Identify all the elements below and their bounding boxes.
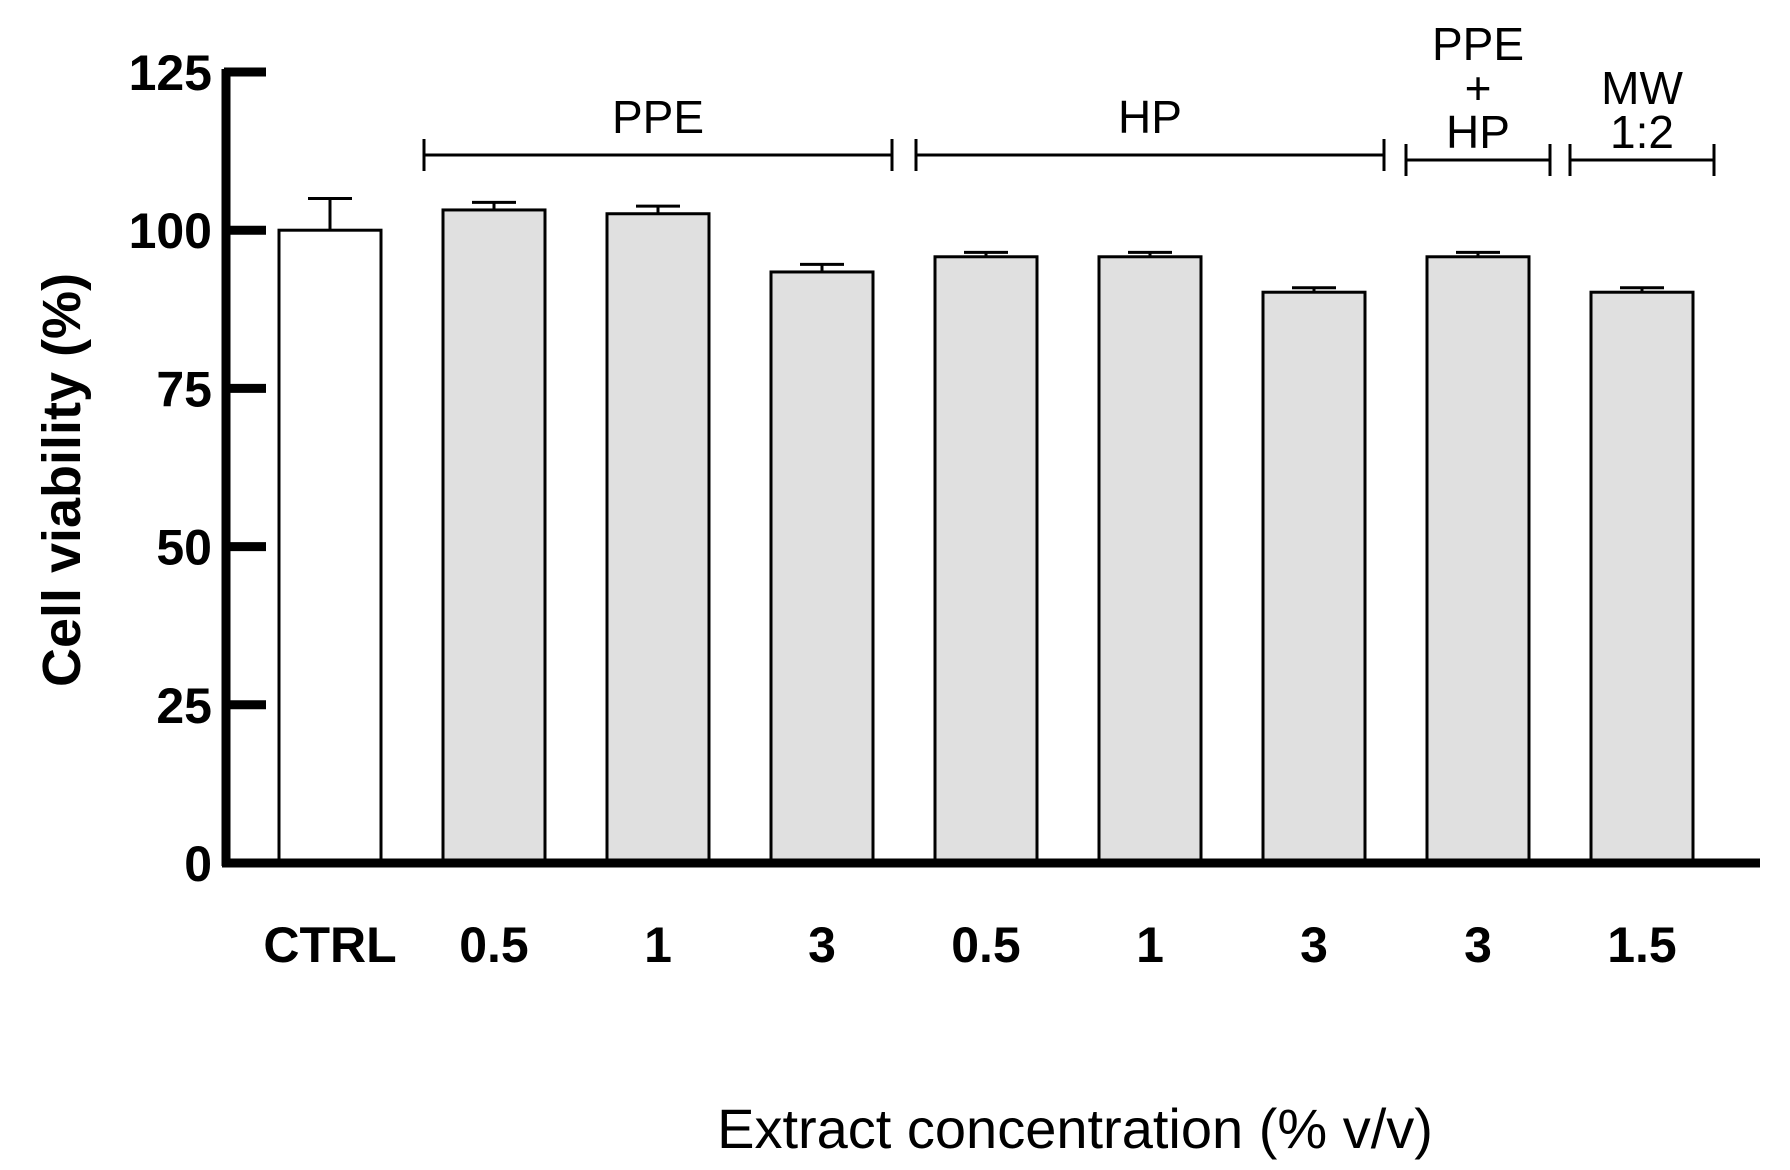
bar: [277, 228, 383, 865]
x-tick-label: 0.5: [459, 917, 529, 973]
x-tick-label: 1.5: [1607, 917, 1677, 973]
x-axis-title: Extract concentration (% v/v): [717, 1097, 1433, 1160]
group-label: 1:2: [1610, 106, 1674, 158]
bar: [1261, 290, 1367, 865]
group-label: PPE: [1432, 18, 1524, 70]
y-tick-label: 125: [129, 45, 212, 101]
bar: [1589, 290, 1695, 865]
group-label: +: [1465, 62, 1492, 114]
axes: 0 25 50 75 100 125: [129, 45, 1760, 892]
y-axis-title: Cell viability (%): [32, 273, 92, 687]
bars-layer: CTRL 0.5 1 3 0.5 1 3 3 1.5: [263, 197, 1695, 973]
bar: [441, 208, 547, 865]
group-label: MW: [1601, 62, 1683, 114]
group-label: PPE: [612, 91, 704, 143]
y-tick-label: 25: [156, 678, 212, 734]
x-tick-label: 1: [1136, 917, 1164, 973]
bar: [605, 212, 711, 865]
x-tick-label: CTRL: [263, 917, 396, 973]
x-tick-label: 0.5: [951, 917, 1021, 973]
bar: [1097, 255, 1203, 865]
group-label: HP: [1118, 91, 1182, 143]
y-tick-label: 75: [156, 361, 212, 417]
y-tick-label: 100: [129, 203, 212, 259]
x-tick-label: 3: [808, 917, 836, 973]
y-tick-label: 0: [184, 836, 212, 892]
x-tick-label: 1: [644, 917, 672, 973]
group-label: HP: [1446, 106, 1510, 158]
y-tick-label: 50: [156, 520, 212, 576]
x-tick-label: 3: [1300, 917, 1328, 973]
bar: [1425, 255, 1531, 865]
x-tick-label: 3: [1464, 917, 1492, 973]
bar: [933, 255, 1039, 865]
bar: [769, 270, 875, 865]
